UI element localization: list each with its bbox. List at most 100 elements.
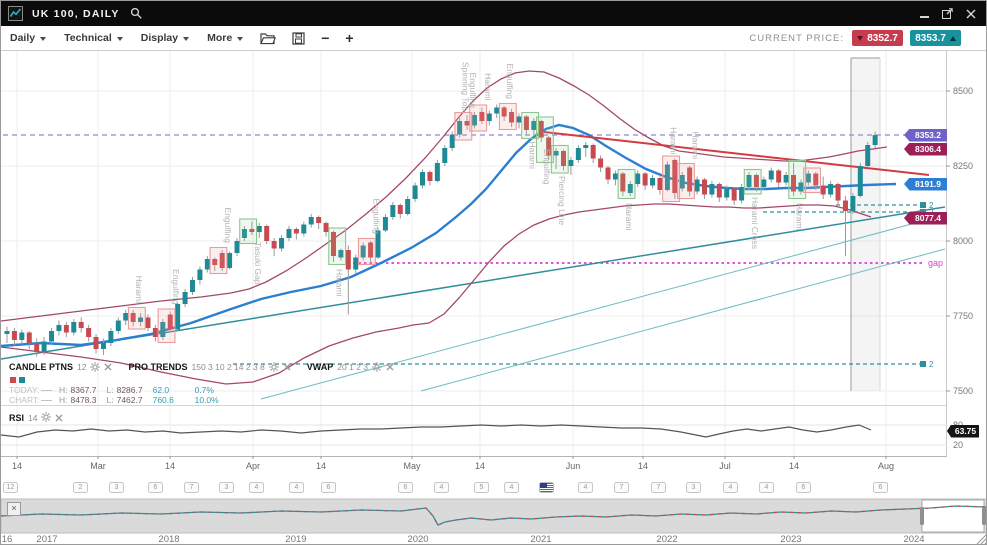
navigator-year-label[interactable]: 2023 <box>780 534 801 545</box>
event-badge[interactable]: 6 <box>398 482 413 493</box>
event-badge[interactable]: 4 <box>759 482 774 493</box>
arrow-down-icon <box>857 35 864 41</box>
gear-icon[interactable] <box>372 362 382 372</box>
pattern-label: Harami <box>483 73 493 101</box>
x-tick-label[interactable]: 14 <box>165 461 175 471</box>
x-tick-label[interactable]: 14 <box>316 461 326 471</box>
pattern-label: Engulfing <box>468 73 478 109</box>
navigator-track[interactable] <box>1 498 987 534</box>
x-tick-label[interactable]: Aug <box>878 461 894 471</box>
x-tick-label[interactable]: Jul <box>719 461 731 471</box>
navigator-year-label[interactable]: 2020 <box>407 534 428 545</box>
candle <box>516 116 522 123</box>
x-tick-label[interactable]: 14 <box>789 461 799 471</box>
candle <box>798 182 804 192</box>
candle <box>212 259 218 265</box>
candle <box>123 313 129 321</box>
event-badge[interactable]: 6 <box>148 482 163 493</box>
x-tick-label[interactable]: 14 <box>475 461 485 471</box>
navigator-year-label[interactable]: 2017 <box>36 534 57 545</box>
navigator-year-label[interactable]: 16 <box>2 534 13 545</box>
resize-grip[interactable] <box>980 538 987 544</box>
event-badge[interactable]: 5 <box>474 482 489 493</box>
teal-trendline-3[interactable] <box>420 248 946 392</box>
candle <box>353 257 359 270</box>
navigator-year-label[interactable]: 2019 <box>285 534 306 545</box>
event-badge[interactable]: 7 <box>184 482 199 493</box>
event-badge[interactable]: 6 <box>321 482 336 493</box>
y-tick-label: 8250 <box>953 161 973 171</box>
pattern-label: Harami <box>691 132 701 160</box>
event-badge[interactable]: 4 <box>504 482 519 493</box>
candle <box>850 196 856 211</box>
candle <box>553 151 559 156</box>
event-badge[interactable]: 6 <box>796 482 811 493</box>
event-badge[interactable]: 4 <box>578 482 593 493</box>
x-tick-label[interactable]: 14 <box>12 461 22 471</box>
menu-timeframe[interactable]: Daily <box>1 32 55 44</box>
navigator-handle-right[interactable] <box>982 507 986 525</box>
candle <box>657 178 663 190</box>
zoom-in-button[interactable]: + <box>337 30 361 46</box>
us-flag-icon[interactable] <box>539 482 554 493</box>
navigator-handle-left[interactable] <box>920 507 924 525</box>
event-badge[interactable]: 4 <box>249 482 264 493</box>
candle <box>49 331 55 342</box>
event-badge[interactable]: 2 <box>73 482 88 493</box>
descending-trendline[interactable] <box>543 131 930 176</box>
resize-grip[interactable] <box>976 534 987 544</box>
menu-more[interactable]: More <box>198 32 252 44</box>
close-button[interactable] <box>966 9 976 19</box>
event-badge[interactable]: 4 <box>434 482 449 493</box>
navigator-year-label[interactable]: 2024 <box>903 534 924 545</box>
navigator-selection[interactable] <box>921 499 985 533</box>
resize-grip[interactable] <box>984 542 987 544</box>
open-folder-icon[interactable] <box>252 32 284 45</box>
zoom-out-button[interactable]: − <box>313 30 337 46</box>
candle <box>701 179 707 195</box>
close-icon[interactable] <box>283 363 291 371</box>
navigator-close-button[interactable]: × <box>7 502 21 516</box>
x-tick-label[interactable]: 14 <box>638 461 648 471</box>
navigator-year-label[interactable]: 2022 <box>656 534 677 545</box>
gear-icon[interactable] <box>268 362 279 372</box>
pattern-label: Engulfing <box>171 269 181 305</box>
event-badge[interactable]: 7 <box>614 482 629 493</box>
navigator-year-label[interactable]: 2018 <box>158 534 179 545</box>
close-icon[interactable] <box>55 409 63 427</box>
event-badge[interactable]: 3 <box>109 482 124 493</box>
candle <box>457 121 463 135</box>
close-icon[interactable] <box>104 363 112 371</box>
gear-icon[interactable] <box>41 409 52 427</box>
candle <box>152 328 158 337</box>
candle <box>308 217 314 225</box>
candle <box>412 185 418 199</box>
event-badge[interactable]: 6 <box>873 482 888 493</box>
event-badge[interactable]: 12 <box>3 482 18 493</box>
save-icon[interactable] <box>284 31 313 45</box>
x-tick-label[interactable]: Apr <box>246 461 260 471</box>
navigator-year-label[interactable]: 2021 <box>530 534 551 545</box>
event-badge[interactable]: 7 <box>651 482 666 493</box>
sell-price-button[interactable]: 8352.7 <box>852 30 903 46</box>
event-badge[interactable]: 4 <box>289 482 304 493</box>
menu-display[interactable]: Display <box>132 32 198 44</box>
event-badge[interactable]: 4 <box>723 482 738 493</box>
gear-icon[interactable] <box>90 362 101 372</box>
candle <box>857 166 863 196</box>
event-badge[interactable]: 3 <box>219 482 234 493</box>
popout-button[interactable] <box>942 8 953 19</box>
current-price-label: CURRENT PRICE: <box>749 32 844 44</box>
pattern-box-bull <box>788 159 807 200</box>
event-badge[interactable]: 3 <box>686 482 701 493</box>
x-tick-label[interactable]: May <box>403 461 421 471</box>
candle <box>635 173 641 184</box>
x-tick-label[interactable]: Jun <box>566 461 581 471</box>
minimize-button[interactable] <box>920 9 929 18</box>
x-tick-label[interactable]: Mar <box>90 461 106 471</box>
search-icon[interactable] <box>130 7 143 20</box>
buy-price-button[interactable]: 8353.7 <box>910 30 961 46</box>
menu-technical[interactable]: Technical <box>55 32 132 44</box>
close-icon[interactable] <box>386 363 394 371</box>
